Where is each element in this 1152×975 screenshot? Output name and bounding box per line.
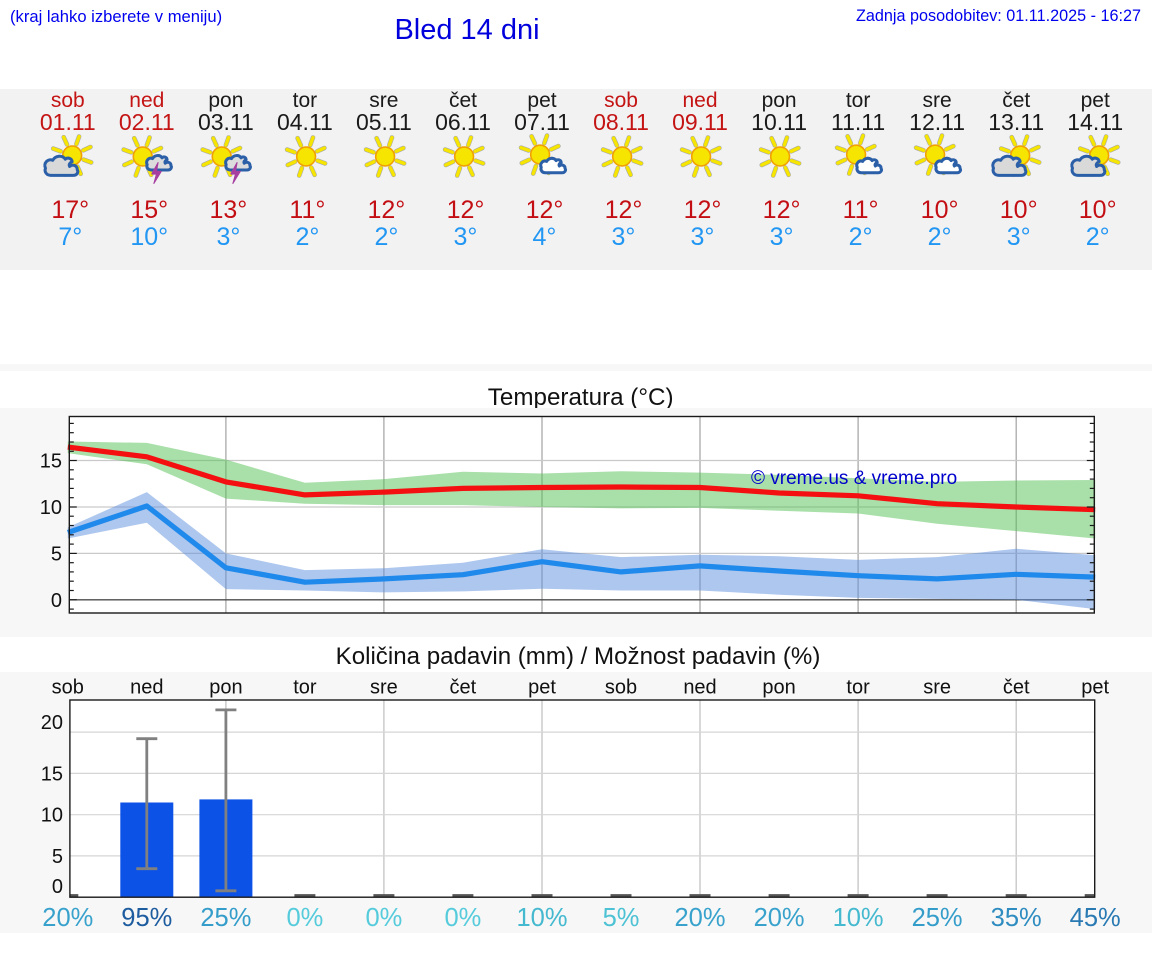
svg-text:pet: pet: [1081, 677, 1109, 699]
svg-text:sre: sre: [923, 677, 951, 699]
svg-text:45%: 45%: [1070, 904, 1121, 932]
svg-text:0%: 0%: [365, 904, 402, 932]
svg-text:10%: 10%: [833, 904, 884, 932]
svg-text:© vreme.us & vreme.pro: © vreme.us & vreme.pro: [751, 468, 957, 489]
svg-text:sob: sob: [605, 677, 637, 699]
svg-text:20%: 20%: [754, 904, 805, 932]
svg-text:čet: čet: [450, 677, 477, 699]
svg-text:25%: 25%: [200, 904, 251, 932]
svg-text:0%: 0%: [286, 904, 323, 932]
svg-text:5: 5: [52, 846, 63, 868]
svg-text:sre: sre: [370, 677, 398, 699]
svg-text:0: 0: [51, 590, 62, 612]
svg-text:15: 15: [40, 451, 62, 473]
svg-text:10%: 10%: [516, 904, 567, 932]
svg-text:0: 0: [52, 876, 63, 898]
svg-text:10: 10: [40, 497, 62, 519]
svg-text:pet: pet: [528, 677, 556, 699]
svg-text:pon: pon: [762, 677, 795, 699]
svg-text:5%: 5%: [603, 904, 640, 932]
svg-text:0%: 0%: [444, 904, 481, 932]
svg-text:čet: čet: [1003, 677, 1030, 699]
svg-text:ned: ned: [130, 677, 163, 699]
svg-text:tor: tor: [846, 677, 870, 699]
svg-text:20%: 20%: [674, 904, 725, 932]
svg-text:35%: 35%: [991, 904, 1042, 932]
svg-text:ned: ned: [683, 677, 716, 699]
svg-text:15: 15: [41, 763, 63, 785]
svg-text:5: 5: [51, 543, 62, 565]
svg-text:pon: pon: [209, 677, 242, 699]
svg-text:20: 20: [41, 712, 63, 734]
svg-text:sob: sob: [52, 677, 84, 699]
svg-text:25%: 25%: [912, 904, 963, 932]
svg-text:20%: 20%: [42, 904, 93, 932]
svg-text:10: 10: [41, 805, 63, 827]
svg-text:95%: 95%: [121, 904, 172, 932]
svg-text:tor: tor: [293, 677, 317, 699]
